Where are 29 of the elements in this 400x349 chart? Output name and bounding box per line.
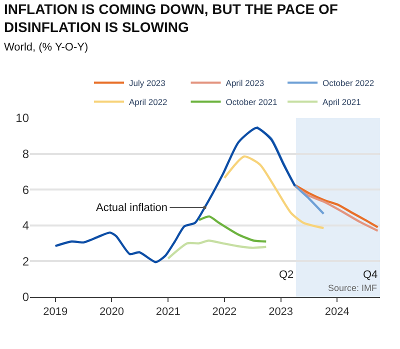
chart-title: INFLATION IS COMING DOWN, BUT THE PACE OF DISINFLATION IS SLOWING (4, 0, 338, 36)
legend-label: July 2023 (129, 78, 166, 88)
chart-subtitle: World, (% Y-O-Y) (4, 41, 88, 54)
y-tick-label: 2 (22, 254, 30, 268)
legend-label: April 2023 (226, 78, 264, 88)
line-series (166, 240, 268, 260)
x-tick-label: 2024 (324, 306, 350, 318)
line-series (54, 126, 296, 264)
line-series (223, 155, 325, 230)
legend-label: April 2021 (322, 97, 362, 108)
x-tick-label: 2023 (268, 306, 294, 318)
x-tick-label: 2022 (212, 306, 237, 318)
y-tick-label: 10 (16, 111, 30, 126)
x-tick-label: 2020 (99, 306, 124, 318)
y-tick-label: 4 (22, 218, 30, 233)
y-tick-label: 8 (22, 147, 30, 161)
y-tick-label: 0 (22, 290, 30, 304)
annotation: Q4 (363, 269, 378, 281)
x-tick-label: 2021 (156, 306, 180, 318)
annotation: Q2 (279, 269, 294, 281)
x-tick-label: 2019 (43, 306, 68, 318)
legend-label: October 2021 (226, 97, 278, 108)
y-tick-label: 6 (22, 182, 30, 197)
annotation: Actual inflation (96, 202, 168, 214)
line-series (198, 215, 268, 243)
annotation: Source: IMF (328, 283, 378, 293)
legend-label: October 2022 (322, 78, 374, 88)
legend-label: April 2022 (129, 97, 168, 108)
line-series (255, 126, 325, 215)
